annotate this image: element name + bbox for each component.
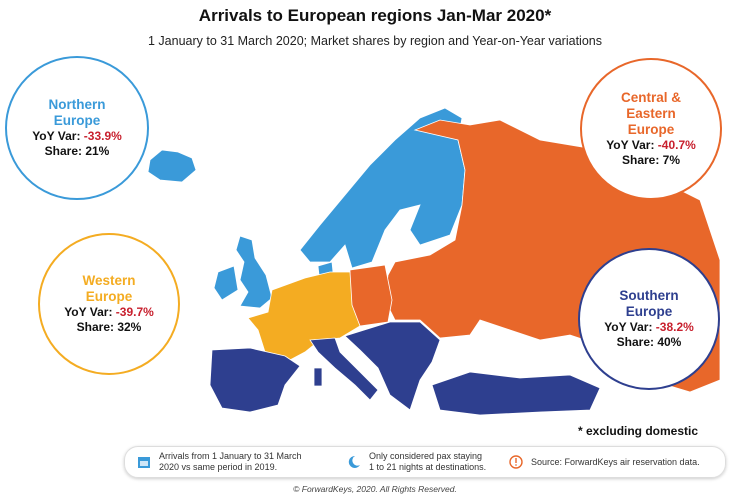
calendar-icon	[138, 457, 150, 468]
page-subtitle: 1 January to 31 March 2020; Market share…	[148, 34, 602, 48]
yoy-var: YoY Var: -38.2%	[604, 320, 694, 335]
region-name: Western	[82, 273, 136, 288]
region-name: Europe	[53, 113, 101, 128]
region-card-northern: Northern Europe YoY Var: -33.9% Share: 2…	[5, 56, 149, 200]
footer-text: 2020 vs same period in 2019.	[159, 462, 278, 472]
region-name: Central &	[620, 90, 681, 105]
footer-text: Only considered pax staying	[369, 451, 483, 461]
region-card-western: Western Europe YoY Var: -39.7% Share: 32…	[38, 233, 180, 375]
footer-notes: Arrivals from 1 January to 31 March 2020 …	[124, 446, 726, 478]
excluding-domestic-note: * excluding domestic	[578, 424, 699, 438]
footer-item-source: Source: ForwardKeys air reservation data…	[509, 455, 700, 469]
share: Share: 7%	[621, 153, 681, 167]
share: Share: 21%	[44, 144, 110, 158]
page-title: Arrivals to European regions Jan-Mar 202…	[198, 6, 552, 25]
footer-text: 1 to 21 nights at destinations.	[369, 462, 487, 472]
region-card-central-eastern: Central & Eastern Europe YoY Var: -40.7%…	[580, 58, 722, 200]
yoy-value: -38.2%	[655, 320, 694, 334]
footer-text: Arrivals from 1 January to 31 March	[159, 451, 302, 461]
yoy-label: YoY Var:	[64, 305, 113, 319]
region-northern	[147, 107, 466, 309]
region-name: Europe	[625, 304, 673, 319]
footer-text: Source: ForwardKeys air reservation data…	[531, 456, 700, 467]
yoy-label: YoY Var:	[32, 129, 81, 143]
copyright: © ForwardKeys, 2020. All Rights Reserved…	[293, 484, 457, 494]
yoy-var: YoY Var: -39.7%	[64, 305, 154, 320]
yoy-value: -39.7%	[115, 305, 154, 319]
region-southern	[209, 321, 601, 416]
italy	[309, 337, 379, 401]
yoy-value: -40.7%	[657, 138, 696, 152]
region-name: Europe	[85, 289, 133, 304]
region-name: Southern	[619, 288, 679, 303]
footer-item-period: Arrivals from 1 January to 31 March 2020 …	[137, 451, 302, 473]
region-name: Northern	[48, 97, 106, 112]
yoy-var: YoY Var: -33.9%	[32, 129, 122, 144]
region-name: Europe	[627, 122, 675, 137]
yoy-label: YoY Var:	[606, 138, 655, 152]
region-card-southern: Southern Europe YoY Var: -38.2% Share: 4…	[578, 248, 720, 390]
ireland	[213, 265, 239, 301]
yoy-value: -33.9%	[83, 129, 122, 143]
share: Share: 32%	[76, 320, 142, 334]
iceland	[147, 149, 197, 183]
scandinavia	[299, 107, 466, 269]
united-kingdom	[235, 235, 273, 309]
share: Share: 40%	[616, 335, 682, 349]
yoy-var: YoY Var: -40.7%	[606, 138, 696, 153]
moon-icon	[348, 455, 360, 468]
yoy-label: YoY Var:	[604, 320, 653, 334]
iberia	[209, 347, 301, 413]
turkey	[431, 371, 601, 416]
balkans	[344, 321, 441, 411]
footer-item-nights: Only considered pax staying 1 to 21 night…	[347, 451, 486, 473]
region-name: Eastern	[626, 106, 676, 121]
warning-icon	[509, 455, 523, 469]
sardinia	[313, 367, 323, 387]
